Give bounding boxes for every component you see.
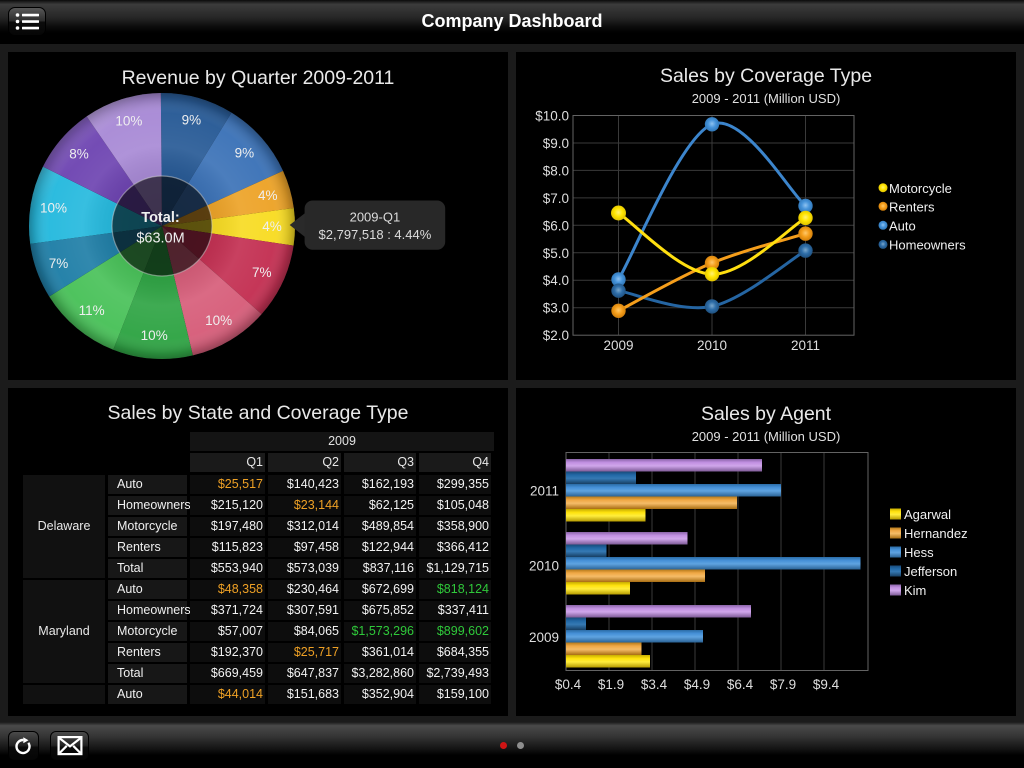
svg-text:Hess: Hess xyxy=(904,545,934,560)
svg-text:10%: 10% xyxy=(205,313,232,328)
svg-text:$5.0: $5.0 xyxy=(543,246,569,261)
svg-text:$4.9: $4.9 xyxy=(684,677,710,692)
svg-text:Agarwal: Agarwal xyxy=(904,507,951,522)
svg-text:2011: 2011 xyxy=(791,338,820,353)
svg-text:Auto: Auto xyxy=(889,219,916,234)
svg-text:Sales by Agent: Sales by Agent xyxy=(701,403,832,425)
svg-text:Kim: Kim xyxy=(904,583,926,598)
svg-text:Hernandez: Hernandez xyxy=(904,526,968,541)
svg-text:2011: 2011 xyxy=(530,484,559,499)
svg-text:10%: 10% xyxy=(40,201,67,216)
svg-text:$2,797,518 : 4.44%: $2,797,518 : 4.44% xyxy=(319,227,432,242)
svg-text:$4.0: $4.0 xyxy=(543,273,569,288)
svg-text:Motorcycle: Motorcycle xyxy=(889,181,952,196)
svg-text:Revenue by Quarter 2009-2011: Revenue by Quarter 2009-2011 xyxy=(122,67,395,89)
svg-text:Total:: Total: xyxy=(141,210,179,226)
svg-text:$9.0: $9.0 xyxy=(543,136,569,151)
svg-text:$6.0: $6.0 xyxy=(543,218,569,233)
svg-text:4%: 4% xyxy=(258,188,278,203)
svg-text:Sales by Coverage Type: Sales by Coverage Type xyxy=(660,65,872,87)
svg-text:2009-Q1: 2009-Q1 xyxy=(350,210,401,225)
svg-text:11%: 11% xyxy=(79,303,105,318)
svg-text:$10.0: $10.0 xyxy=(535,109,569,124)
svg-text:$1.9: $1.9 xyxy=(598,677,624,692)
svg-text:2009 - 2011 (Million USD): 2009 - 2011 (Million USD) xyxy=(692,429,841,444)
svg-text:$3.4: $3.4 xyxy=(641,677,668,692)
svg-text:$7.9: $7.9 xyxy=(770,677,796,692)
svg-text:2009: 2009 xyxy=(529,630,559,645)
svg-text:2010: 2010 xyxy=(697,338,727,353)
svg-text:7%: 7% xyxy=(252,265,272,280)
svg-text:4%: 4% xyxy=(262,219,282,234)
svg-text:$8.0: $8.0 xyxy=(543,163,569,178)
svg-text:9%: 9% xyxy=(235,146,255,161)
svg-text:2009: 2009 xyxy=(603,338,633,353)
svg-text:$6.4: $6.4 xyxy=(727,677,754,692)
svg-text:9%: 9% xyxy=(182,113,202,128)
svg-text:$2.0: $2.0 xyxy=(543,328,569,343)
svg-text:$9.4: $9.4 xyxy=(813,677,840,692)
svg-text:10%: 10% xyxy=(115,114,142,129)
svg-text:Jefferson: Jefferson xyxy=(904,564,957,579)
svg-text:$63.0M: $63.0M xyxy=(136,231,184,247)
svg-text:Homeowners: Homeowners xyxy=(889,238,966,253)
svg-text:Renters: Renters xyxy=(889,200,935,215)
svg-text:$0.4: $0.4 xyxy=(555,677,582,692)
svg-text:2010: 2010 xyxy=(529,559,559,574)
svg-text:10%: 10% xyxy=(141,328,168,343)
svg-text:7%: 7% xyxy=(49,256,69,271)
svg-text:2009 - 2011 (Million USD): 2009 - 2011 (Million USD) xyxy=(692,91,841,106)
svg-text:$7.0: $7.0 xyxy=(543,191,569,206)
svg-text:$3.0: $3.0 xyxy=(543,301,569,316)
svg-text:8%: 8% xyxy=(69,146,89,161)
